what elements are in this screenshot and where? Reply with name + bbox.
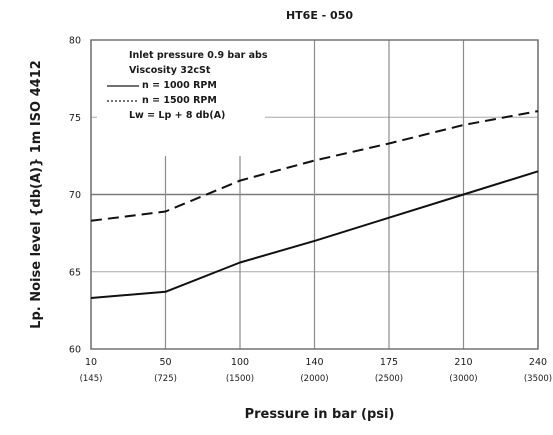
- x-tick-label: 240: [529, 357, 547, 368]
- x-tick-sublabel: (725): [154, 374, 177, 384]
- x-tick-sublabel: (3500): [524, 374, 552, 384]
- plot-frame: [90, 39, 539, 350]
- x-tick-sublabel: (1500): [226, 374, 254, 384]
- y-tick-label: 60: [69, 345, 81, 356]
- x-tick-sublabel: (2500): [375, 374, 403, 384]
- x-axis-label: Pressure in bar (psi): [245, 407, 395, 422]
- x-tick-label: 50: [159, 357, 171, 368]
- chart-title: HT6E - 050: [286, 9, 353, 22]
- y-axis-label: Lp. Noise level {db(A)} 1m ISO 4412: [29, 60, 44, 329]
- x-tick-label: 10: [85, 357, 97, 368]
- x-tick-label: 210: [454, 357, 472, 368]
- x-tick-sublabel: (145): [80, 374, 103, 384]
- x-tick-sublabel: (3000): [449, 374, 477, 384]
- y-tick-label: 75: [69, 113, 81, 124]
- x-tick-label: 175: [380, 357, 398, 368]
- y-tick-label: 65: [69, 267, 81, 278]
- y-tick-label: 70: [69, 190, 81, 201]
- legend-entry: n = 1500 RPM: [142, 95, 217, 106]
- legend-annotation: Inlet pressure 0.9 bar abs: [129, 50, 268, 61]
- legend-entry: n = 1000 RPM: [142, 80, 217, 91]
- series-line-1000-rpm: [90, 170, 539, 299]
- legend-annotation: Lw = Lp + 8 db(A): [129, 110, 225, 121]
- x-tick-label: 100: [231, 357, 249, 368]
- series-line-1500-rpm: [90, 110, 539, 222]
- y-tick-label: 80: [69, 36, 81, 47]
- legend-annotation: Viscosity 32cSt: [129, 65, 211, 76]
- x-tick-label: 140: [305, 357, 323, 368]
- legend-box: [97, 44, 265, 130]
- x-tick-sublabel: (2000): [300, 374, 328, 384]
